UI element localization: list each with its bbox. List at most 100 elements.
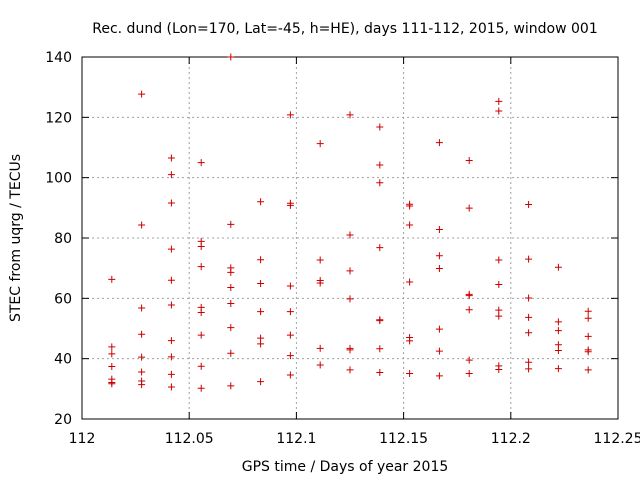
axis-tick-labels: 20 40 60 80 100 120 140 112 112.05 112.1 112.15 112… bbox=[45, 50, 640, 447]
data-point bbox=[525, 329, 533, 337]
data-point bbox=[167, 370, 175, 378]
data-point bbox=[376, 244, 384, 252]
data-point bbox=[108, 343, 116, 351]
x-tick-label: 112.05 bbox=[165, 431, 214, 447]
data-point bbox=[554, 263, 562, 271]
data-point bbox=[435, 347, 443, 355]
data-point bbox=[346, 267, 354, 275]
data-point bbox=[316, 344, 324, 352]
data-point bbox=[197, 242, 205, 250]
y-tick-label: 140 bbox=[45, 50, 72, 66]
data-point bbox=[376, 179, 384, 187]
data-point bbox=[167, 245, 175, 253]
data-point bbox=[406, 337, 414, 345]
data-point bbox=[495, 97, 503, 105]
data-point bbox=[108, 363, 116, 371]
plot-frame bbox=[81, 56, 619, 420]
y-tick-label: 120 bbox=[45, 110, 72, 126]
data-point bbox=[197, 309, 205, 317]
y-axis-label: STEC from uqrg / TECUs bbox=[8, 154, 24, 322]
data-point bbox=[167, 276, 175, 284]
data-point bbox=[316, 279, 324, 287]
data-point bbox=[138, 90, 146, 98]
data-point bbox=[138, 353, 146, 361]
data-point bbox=[167, 301, 175, 309]
data-point bbox=[197, 159, 205, 167]
data-point bbox=[286, 371, 294, 379]
data-point bbox=[376, 123, 384, 131]
data-point bbox=[376, 369, 384, 377]
data-point bbox=[376, 161, 384, 169]
data-point bbox=[525, 365, 533, 373]
data-point bbox=[316, 361, 324, 369]
data-point bbox=[227, 220, 235, 228]
data-point bbox=[584, 314, 592, 322]
data-point bbox=[495, 306, 503, 314]
data-point bbox=[197, 362, 205, 370]
data-point bbox=[346, 346, 354, 354]
x-tick-label: 112 bbox=[69, 431, 96, 447]
data-point bbox=[465, 204, 473, 212]
data-point bbox=[406, 202, 414, 210]
data-point bbox=[406, 278, 414, 286]
data-point bbox=[465, 156, 473, 164]
data-point bbox=[554, 318, 562, 326]
data-point bbox=[227, 268, 235, 276]
data-point bbox=[138, 381, 146, 389]
data-point bbox=[316, 140, 324, 148]
data-point bbox=[257, 280, 265, 288]
data-point bbox=[227, 382, 235, 390]
data-points bbox=[108, 53, 592, 392]
data-point bbox=[554, 365, 562, 373]
chart-title: Rec. dund (Lon=170, Lat=-45, h=HE), days… bbox=[92, 21, 598, 37]
data-point bbox=[346, 111, 354, 119]
data-point bbox=[525, 294, 533, 302]
data-point bbox=[227, 53, 235, 61]
data-point bbox=[286, 201, 294, 209]
data-point bbox=[286, 282, 294, 290]
data-point bbox=[584, 366, 592, 374]
data-point bbox=[227, 299, 235, 307]
data-point bbox=[257, 378, 265, 386]
data-point bbox=[167, 154, 175, 162]
data-point bbox=[197, 331, 205, 339]
data-point bbox=[465, 292, 473, 300]
y-tick-label: 40 bbox=[54, 352, 72, 368]
data-point bbox=[495, 256, 503, 264]
data-point bbox=[257, 308, 265, 316]
data-point bbox=[167, 337, 175, 345]
data-point bbox=[584, 348, 592, 356]
data-point bbox=[227, 283, 235, 291]
data-point bbox=[495, 107, 503, 115]
data-point bbox=[167, 383, 175, 391]
data-point bbox=[167, 199, 175, 207]
data-point bbox=[525, 358, 533, 366]
data-point bbox=[138, 330, 146, 338]
data-point bbox=[227, 349, 235, 357]
data-point bbox=[197, 384, 205, 392]
data-point bbox=[108, 350, 116, 358]
data-point bbox=[584, 307, 592, 315]
data-point bbox=[435, 226, 443, 234]
data-point bbox=[495, 280, 503, 288]
data-point bbox=[465, 306, 473, 314]
x-tick-label: 112.25 bbox=[594, 431, 640, 447]
data-point bbox=[465, 369, 473, 377]
data-point bbox=[346, 295, 354, 303]
data-point bbox=[435, 264, 443, 272]
data-point bbox=[316, 256, 324, 264]
data-point bbox=[138, 221, 146, 229]
data-point bbox=[465, 356, 473, 364]
y-tick-label: 80 bbox=[54, 231, 72, 247]
data-point bbox=[435, 139, 443, 147]
data-point bbox=[108, 380, 116, 388]
data-point bbox=[286, 352, 294, 360]
data-point bbox=[286, 308, 294, 316]
y-tick-label: 100 bbox=[45, 171, 72, 187]
data-point bbox=[525, 255, 533, 263]
data-point bbox=[435, 372, 443, 380]
data-point bbox=[406, 221, 414, 229]
data-point bbox=[227, 324, 235, 332]
data-point bbox=[108, 275, 116, 283]
data-point bbox=[257, 198, 265, 206]
